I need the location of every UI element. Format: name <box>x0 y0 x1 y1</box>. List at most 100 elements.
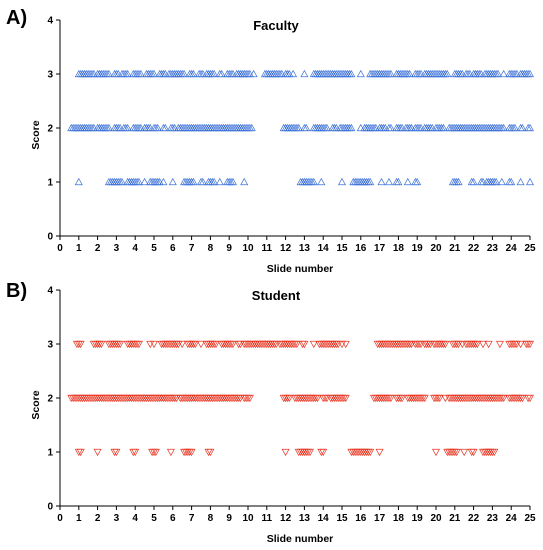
data-point <box>443 69 452 78</box>
data-point <box>189 69 198 78</box>
data-point <box>159 177 168 186</box>
data-point <box>228 340 237 349</box>
x-tick-label: 6 <box>170 513 176 524</box>
data-point <box>319 448 328 457</box>
data-point <box>394 177 403 186</box>
data-point <box>210 177 219 186</box>
data-point <box>377 177 386 186</box>
data-point <box>317 177 326 186</box>
data-point <box>484 340 493 349</box>
data-point <box>499 394 508 403</box>
data-point <box>441 340 450 349</box>
x-tick-label: 24 <box>506 513 518 524</box>
data-point <box>341 340 350 349</box>
data-point <box>356 69 365 78</box>
chart-title: Faculty <box>253 18 299 33</box>
data-point <box>206 448 215 457</box>
data-point <box>375 448 384 457</box>
x-tick-label: 23 <box>487 513 499 524</box>
data-point <box>398 394 407 403</box>
x-tick-label: 9 <box>226 243 232 254</box>
x-tick-label: 22 <box>468 243 480 254</box>
x-tick-label: 0 <box>57 243 63 254</box>
x-tick-label: 11 <box>262 513 273 524</box>
x-tick-label: 0 <box>57 513 63 524</box>
data-point <box>405 69 414 78</box>
x-tick-label: 20 <box>430 243 442 254</box>
data-point <box>469 448 478 457</box>
data-point <box>439 123 448 132</box>
data-point <box>215 177 224 186</box>
data-point <box>347 123 356 132</box>
x-tick-label: 15 <box>336 243 348 254</box>
x-tick-label: 19 <box>412 243 424 254</box>
x-tick-label: 1 <box>76 243 82 254</box>
data-point <box>460 448 469 457</box>
data-point <box>341 394 350 403</box>
x-tick-label: 19 <box>412 513 424 524</box>
data-point <box>76 340 85 349</box>
data-point <box>123 69 132 78</box>
data-point <box>347 69 356 78</box>
data-point <box>189 177 198 186</box>
x-tick-label: 4 <box>132 243 138 254</box>
data-point <box>309 340 318 349</box>
data-point <box>134 340 143 349</box>
y-tick-label: 2 <box>47 124 53 135</box>
data-point <box>76 448 85 457</box>
x-tick-label: 5 <box>151 513 157 524</box>
x-tick-label: 8 <box>208 243 214 254</box>
data-point <box>526 394 534 403</box>
data-point <box>168 177 177 186</box>
x-tick-label: 21 <box>449 243 461 254</box>
data-point <box>366 448 375 457</box>
data-point <box>309 177 318 186</box>
data-point <box>187 448 196 457</box>
x-tick-label: 21 <box>449 513 461 524</box>
data-point <box>386 394 395 403</box>
data-point <box>479 340 487 349</box>
data-point <box>302 123 311 132</box>
y-axis-title: Score <box>30 390 42 419</box>
x-tick-label: 5 <box>151 243 157 254</box>
data-point <box>285 394 294 403</box>
data-point <box>249 69 258 78</box>
x-tick-label: 25 <box>524 243 536 254</box>
y-tick-label: 0 <box>47 232 53 243</box>
data-point <box>134 177 143 186</box>
data-point <box>228 177 237 186</box>
data-point <box>136 69 145 78</box>
data-point <box>150 69 158 78</box>
y-tick-label: 0 <box>47 502 53 513</box>
data-point <box>473 340 482 349</box>
data-point <box>150 340 158 349</box>
data-point <box>492 177 501 186</box>
x-tick-label: 25 <box>524 513 536 524</box>
data-point <box>385 177 393 186</box>
data-point <box>454 177 463 186</box>
data-point <box>510 123 519 132</box>
data-point <box>526 340 534 349</box>
data-point <box>435 394 444 403</box>
data-point <box>300 69 309 78</box>
data-point <box>322 123 331 132</box>
data-point <box>516 340 525 349</box>
x-tick-label: 20 <box>430 513 442 524</box>
data-point <box>292 340 301 349</box>
data-point <box>112 448 121 457</box>
x-tick-label: 13 <box>299 243 311 254</box>
y-tick-label: 4 <box>47 16 53 27</box>
x-axis-title: Slide number <box>267 263 334 275</box>
data-point <box>495 340 504 349</box>
data-point <box>420 394 429 403</box>
data-point <box>245 394 254 403</box>
data-point <box>217 69 226 78</box>
x-tick-label: 10 <box>242 513 254 524</box>
x-tick-label: 17 <box>374 243 386 254</box>
panel-label: A) <box>6 7 27 29</box>
data-point <box>180 69 189 78</box>
x-tick-label: 6 <box>170 243 176 254</box>
data-point <box>494 69 503 78</box>
data-point <box>93 448 102 457</box>
